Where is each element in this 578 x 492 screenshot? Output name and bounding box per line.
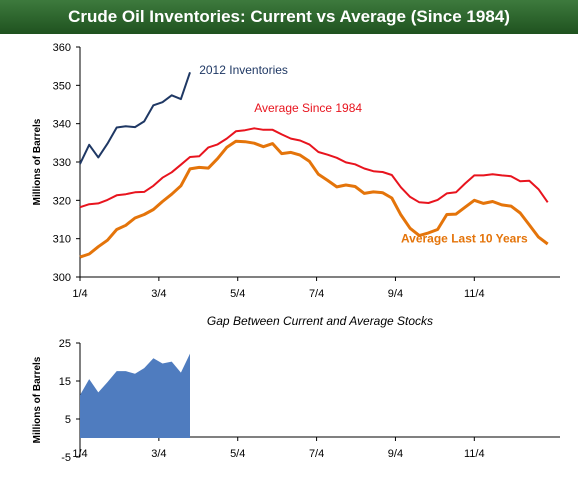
bottom-y-tick-label: 15 <box>59 376 71 388</box>
label-average-since-1984: Average Since 1984 <box>254 101 362 115</box>
series-line-average-last-10-years <box>79 139 549 259</box>
top-y-tick-label: 360 <box>53 42 71 54</box>
top-x-tick-label: 3/4 <box>151 288 166 300</box>
title-bar: Crude Oil Inventories: Current vs Averag… <box>0 0 578 34</box>
top-y-tick-label: 350 <box>53 80 71 92</box>
label-2012-inventories: 2012 Inventories <box>199 63 288 77</box>
bottom-x-tick-label: 3/4 <box>151 448 166 460</box>
top-x-tick-label: 5/4 <box>230 288 245 300</box>
gap-area <box>80 353 190 438</box>
bottom-x-tick-label: 7/4 <box>309 448 324 460</box>
top-x-tick-label: 7/4 <box>309 288 324 300</box>
top-x-tick-label: 11/4 <box>464 288 485 300</box>
bottom-x-tick-label: 11/4 <box>464 448 485 460</box>
bottom-y-tick-label: 5 <box>65 414 71 426</box>
top-y-axis-label: Millions of Barrels <box>32 118 43 205</box>
top-y-tick-label: 300 <box>53 272 71 284</box>
label-average-last-10-years: Average Last 10 Years <box>401 232 528 246</box>
bottom-x-tick-label: 5/4 <box>230 448 245 460</box>
series-line-average-since-1984 <box>79 127 549 209</box>
bottom-x-tick-label: 9/4 <box>388 448 403 460</box>
top-y-tick-label: 320 <box>53 195 71 207</box>
bottom-y-tick-label: -5 <box>61 452 71 464</box>
series-line-2012-inventories <box>79 71 191 165</box>
top-x-tick-label: 1/4 <box>72 288 87 300</box>
top-x-tick-label: 9/4 <box>388 288 403 300</box>
top-y-tick-label: 310 <box>53 234 71 246</box>
top-y-tick-label: 340 <box>53 119 71 131</box>
bottom-y-tick-label: 25 <box>59 338 71 350</box>
bottom-y-axis-label: Millions of Barrels <box>32 356 43 443</box>
bottom-x-tick-label: 1/4 <box>72 448 87 460</box>
top-y-tick-label: 330 <box>53 157 71 169</box>
chart-title: Crude Oil Inventories: Current vs Averag… <box>68 7 510 26</box>
gap-chart-title: Gap Between Current and Average Stocks <box>207 314 433 328</box>
